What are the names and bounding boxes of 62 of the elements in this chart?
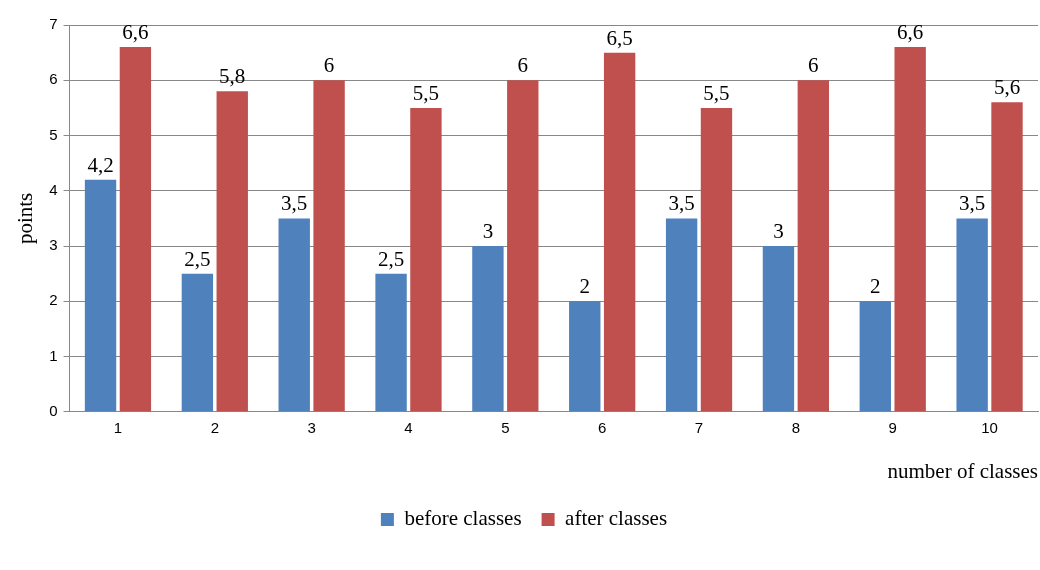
- bar: [894, 47, 926, 412]
- x-tick-label: 4: [404, 418, 413, 436]
- data-label: 5,8: [219, 64, 246, 89]
- bar: [700, 107, 733, 412]
- y-tick-label: 3: [49, 236, 58, 254]
- data-label: 6: [808, 53, 819, 78]
- x-tick-label: 5: [501, 418, 510, 436]
- data-label: 6: [517, 53, 529, 78]
- x-tick-label: 10: [981, 418, 998, 436]
- data-label: 3: [482, 219, 494, 244]
- x-tick-label: 2: [210, 418, 219, 436]
- y-tick-label: 2: [49, 291, 58, 309]
- x-tick-label: 9: [888, 418, 897, 436]
- data-label: 6,6: [122, 20, 149, 45]
- legend-label: after classes: [565, 506, 668, 531]
- bar: [278, 218, 310, 412]
- y-tick-label: 6: [49, 70, 58, 88]
- bar: [507, 80, 539, 412]
- bar: [216, 91, 248, 412]
- y-tick-label: 1: [49, 346, 58, 364]
- x-tick-label: 8: [791, 418, 801, 436]
- data-label: 6,6: [897, 20, 924, 45]
- data-label: 3,5: [668, 191, 695, 216]
- bar: [375, 273, 407, 412]
- bar: [313, 80, 345, 412]
- bar: [665, 218, 698, 412]
- y-axis-title: points: [13, 192, 38, 245]
- data-label: 5,5: [703, 80, 730, 105]
- data-label: 3: [773, 219, 784, 244]
- data-label: 2: [870, 274, 881, 299]
- data-label: 3,5: [959, 191, 986, 216]
- data-label: 6,5: [606, 25, 633, 50]
- y-tick-label: 4: [49, 180, 58, 198]
- bar: [84, 179, 117, 412]
- data-label: 4,2: [87, 152, 114, 177]
- x-tick-label: 7: [694, 418, 704, 436]
- bar: [797, 80, 830, 412]
- bar: [956, 218, 988, 412]
- bar: [762, 246, 795, 412]
- y-tick-label: 0: [49, 401, 58, 419]
- data-label: 2: [579, 274, 591, 299]
- y-tick-label: 5: [49, 125, 58, 143]
- x-tick-label: 3: [307, 418, 316, 436]
- data-label: 3,5: [281, 191, 308, 216]
- bar: [603, 52, 636, 412]
- x-tick-label: 1: [113, 418, 123, 436]
- data-label: 5,5: [412, 80, 440, 105]
- x-axis-title: number of classes: [887, 458, 1038, 483]
- legend-label: before classes: [404, 506, 522, 531]
- bar: [991, 102, 1023, 412]
- y-tick-label: 7: [49, 15, 58, 33]
- data-label: 6: [323, 53, 335, 78]
- bar: [569, 301, 601, 412]
- bar: [119, 47, 152, 412]
- data-label: 5,6: [993, 75, 1021, 100]
- data-label: 2,5: [184, 246, 211, 271]
- bar: [859, 301, 891, 412]
- data-label: 2,5: [377, 246, 405, 271]
- bar: [472, 246, 504, 412]
- bar: [181, 273, 214, 412]
- bar: [410, 107, 442, 412]
- x-tick-label: 6: [598, 418, 607, 436]
